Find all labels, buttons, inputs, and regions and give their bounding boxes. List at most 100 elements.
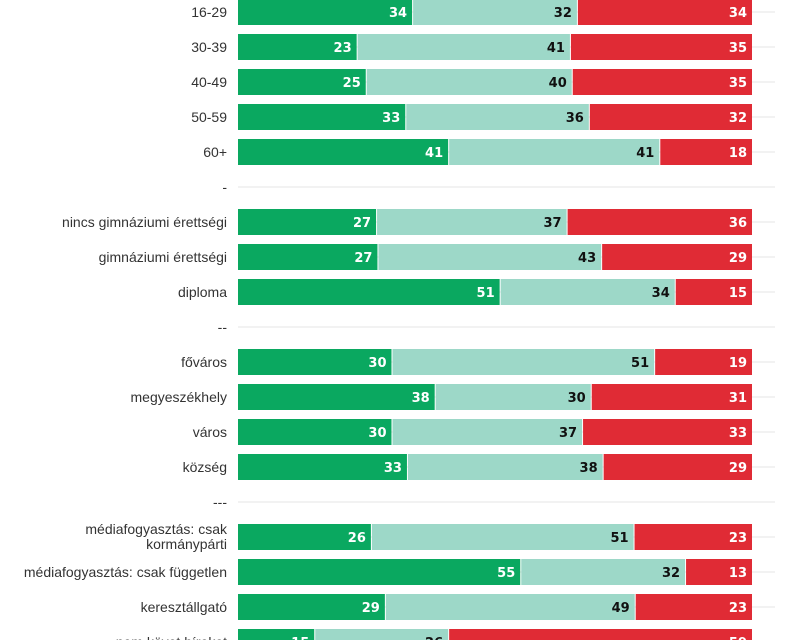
data-label: 35	[729, 41, 747, 56]
category-label: --	[218, 319, 228, 335]
category-label: keresztállgató	[141, 599, 228, 615]
bar-segment	[572, 69, 752, 95]
category-label: gimnáziumi érettségi	[99, 249, 227, 265]
bar-segment	[366, 69, 572, 95]
data-label: 29	[729, 461, 747, 476]
data-label: 59	[729, 636, 747, 640]
bar-segment	[449, 139, 660, 165]
data-label: 19	[729, 356, 747, 371]
data-label: 23	[334, 41, 352, 56]
bar-segment	[407, 454, 603, 480]
bar-segment	[378, 244, 602, 270]
data-label: 51	[631, 356, 649, 371]
bar-segment	[238, 244, 378, 270]
category-label: 60+	[203, 144, 227, 160]
bar-segment	[315, 629, 449, 640]
data-label: 30	[568, 391, 586, 406]
data-label: 23	[729, 531, 747, 546]
data-label: 38	[580, 461, 598, 476]
bar-segment	[570, 34, 752, 60]
data-label: 41	[425, 146, 443, 161]
category-label: diploma	[178, 284, 227, 300]
data-label: 18	[729, 146, 747, 161]
bar-segment	[238, 34, 357, 60]
data-label: 34	[652, 286, 670, 301]
category-label: -	[222, 179, 227, 195]
bar-segment	[377, 209, 567, 235]
bar-segment	[635, 594, 752, 620]
data-label: 32	[662, 566, 680, 581]
data-label: 26	[348, 531, 366, 546]
data-label: 27	[353, 216, 371, 231]
data-label: 49	[612, 601, 630, 616]
category-label: főváros	[181, 354, 227, 370]
data-label: 32	[729, 111, 747, 126]
category-label: 50-59	[191, 109, 227, 125]
bar-segment	[660, 139, 752, 165]
category-label: nincs gimnáziumi érettségi	[62, 214, 227, 230]
data-label: 35	[729, 76, 747, 91]
category-label: médiafogyasztás: csak kormánypárti	[85, 521, 228, 552]
bar-segment	[371, 524, 634, 550]
data-label: 38	[412, 391, 430, 406]
data-label: 36	[729, 216, 747, 231]
data-label: 37	[544, 216, 562, 231]
category-label: megyeszékhely	[131, 389, 228, 405]
data-label: 37	[559, 426, 577, 441]
bar-segment	[392, 419, 583, 445]
bar-segment	[449, 629, 752, 640]
data-label: 51	[477, 286, 495, 301]
data-label: 29	[362, 601, 380, 616]
data-label: 41	[636, 146, 654, 161]
bar-segment	[238, 69, 366, 95]
data-label: 41	[547, 41, 565, 56]
bar-segment	[238, 384, 435, 410]
data-label: 36	[566, 111, 584, 126]
bar-segment	[577, 0, 752, 25]
bar-segment	[238, 594, 385, 620]
category-label: médiafogyasztás: csak független	[24, 564, 227, 580]
bar-segment	[521, 559, 686, 585]
bar-segment	[385, 594, 635, 620]
category-label: község	[183, 459, 227, 475]
category-label: ---	[213, 494, 227, 510]
data-label: 43	[578, 251, 596, 266]
data-label: 33	[384, 461, 402, 476]
data-label: 29	[729, 251, 747, 266]
bar-segment	[238, 139, 449, 165]
bar-segment	[238, 629, 315, 640]
category-label: 40-49	[191, 74, 227, 90]
data-label: 13	[729, 566, 747, 581]
bar-segment	[602, 244, 752, 270]
bar-segment	[567, 209, 752, 235]
data-label: 27	[354, 251, 372, 266]
bar-segment	[238, 104, 406, 130]
data-label: 30	[368, 356, 386, 371]
data-label: 30	[368, 426, 386, 441]
bar-segment	[634, 524, 752, 550]
data-label: 31	[729, 391, 747, 406]
bar-segment	[238, 559, 521, 585]
bar-segment	[238, 0, 413, 25]
bar-segment	[238, 279, 500, 305]
data-label: 34	[389, 6, 407, 21]
bar-segment	[238, 524, 371, 550]
data-label: 33	[729, 426, 747, 441]
bar-segment	[238, 419, 392, 445]
bar-segment	[357, 34, 570, 60]
category-label: 30-39	[191, 39, 227, 55]
bar-segment	[238, 209, 377, 235]
bar-segment	[435, 384, 591, 410]
bar-segment	[583, 419, 752, 445]
bar-segment	[591, 384, 752, 410]
category-label: város	[193, 424, 227, 440]
data-label: 15	[729, 286, 747, 301]
category-label: 16-29	[191, 4, 227, 20]
bar-segment	[392, 349, 655, 375]
bar-segment	[675, 279, 752, 305]
bar-segment	[413, 0, 577, 25]
bar-segment	[589, 104, 752, 130]
bar-segment	[500, 279, 675, 305]
data-label: 32	[554, 6, 572, 21]
